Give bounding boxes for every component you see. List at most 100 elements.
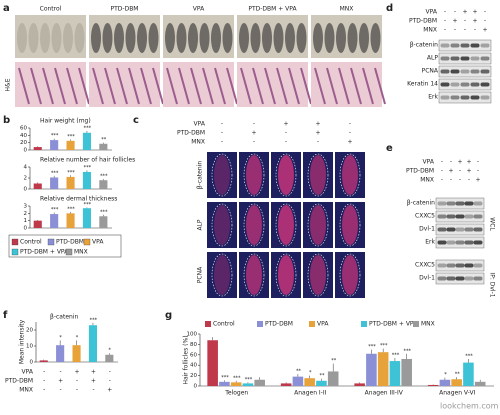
condition-sign: - (450, 159, 452, 166)
stain (310, 255, 326, 295)
mouse (91, 23, 101, 53)
mouse (285, 23, 295, 53)
mouse (28, 23, 39, 53)
condition-sign: - (253, 139, 255, 146)
outline (243, 253, 265, 297)
mouse (211, 23, 221, 53)
bar (33, 183, 42, 189)
blot-label: ALP (427, 55, 438, 62)
significance: *** (67, 206, 75, 212)
band (437, 227, 447, 232)
band (450, 43, 460, 48)
band (473, 276, 483, 281)
condition-name: MNX (420, 177, 434, 184)
bar (280, 383, 292, 386)
condition-sign: - (221, 139, 223, 146)
blot-label: β-catenin (410, 42, 438, 49)
chart-title: Relative number of hair follicles (40, 157, 135, 164)
band (473, 227, 483, 232)
condition-sign: + (58, 378, 63, 385)
legend-label: Control (20, 239, 42, 246)
y-tick-label: 60 (190, 352, 197, 358)
y-tick-label: 20 (20, 140, 27, 146)
column-label: PTD-DBM + VPA (248, 6, 297, 13)
band (446, 201, 456, 206)
condition-sign: - (441, 168, 443, 175)
condition-sign: + (251, 130, 256, 137)
significance: *** (100, 174, 108, 180)
bar (207, 340, 218, 386)
band (464, 214, 474, 219)
condition-sign: + (91, 369, 96, 376)
blot-label: Erk (425, 239, 435, 246)
band (455, 276, 465, 281)
condition-name: PTD-DBM (5, 378, 33, 385)
follicle (78, 67, 90, 105)
mouse (176, 23, 187, 53)
bar (50, 140, 59, 150)
bar (82, 208, 92, 228)
stain (246, 255, 262, 295)
band (470, 95, 480, 100)
column-label: VPA (193, 6, 205, 13)
row-label: ALP (197, 219, 204, 230)
mouse (188, 23, 198, 53)
bar (354, 383, 365, 386)
legend-swatch (361, 321, 367, 327)
condition-sign: + (466, 168, 471, 175)
stain (342, 155, 358, 195)
condition-sign: - (76, 378, 78, 385)
chart-title: Hair weight (mg) (40, 118, 91, 125)
y-tick-label: 20 (190, 373, 197, 379)
band (480, 56, 490, 61)
mouse (17, 23, 27, 53)
blot-label: Dvl-1 (419, 226, 435, 233)
y-axis-label: Hair follicles (%) (183, 335, 190, 384)
legend-label: PTD-DBM + VPA (369, 321, 418, 328)
follicle (300, 67, 312, 105)
condition-name: VPA (426, 9, 438, 16)
condition-sign: + (482, 27, 487, 34)
condition-name: PTD-DBM (409, 18, 437, 25)
condition-sign: + (347, 139, 352, 146)
bar (316, 380, 327, 386)
follicle (240, 67, 252, 105)
bar (401, 358, 412, 386)
legend-label: PTD-DBM + VPA (20, 249, 69, 256)
mouse (250, 23, 261, 53)
column-label: Control (40, 6, 62, 13)
panel-label: g (165, 310, 172, 321)
band (473, 201, 483, 206)
follicle (18, 67, 30, 105)
condition-sign: - (459, 177, 461, 184)
significance: *** (100, 209, 108, 215)
band (470, 82, 480, 87)
outline (243, 153, 265, 197)
y-tick-label: 2 (24, 176, 28, 182)
condition-sign: + (315, 130, 320, 137)
condition-sign: - (285, 139, 287, 146)
stain (278, 205, 294, 245)
band (455, 240, 465, 245)
condition-sign: - (60, 387, 62, 394)
stain (342, 205, 358, 245)
legend-swatch (47, 238, 55, 246)
band (437, 276, 447, 281)
condition-sign: - (349, 121, 351, 128)
follicle (178, 67, 190, 105)
condition-sign: + (462, 9, 467, 16)
mouse (125, 23, 136, 53)
bar (439, 379, 451, 386)
mouse (359, 23, 369, 53)
legend-label: MNX (421, 321, 435, 328)
condition-name: VPA (423, 159, 435, 166)
outline (211, 253, 233, 297)
significance: *** (51, 133, 59, 139)
condition-sign: - (464, 18, 466, 25)
group-label: WCL (489, 217, 496, 231)
significance: *** (67, 170, 75, 176)
condition-name: VPA (22, 369, 34, 376)
band (473, 263, 483, 268)
mouse (239, 23, 249, 53)
legend-label: VPA (317, 321, 329, 328)
